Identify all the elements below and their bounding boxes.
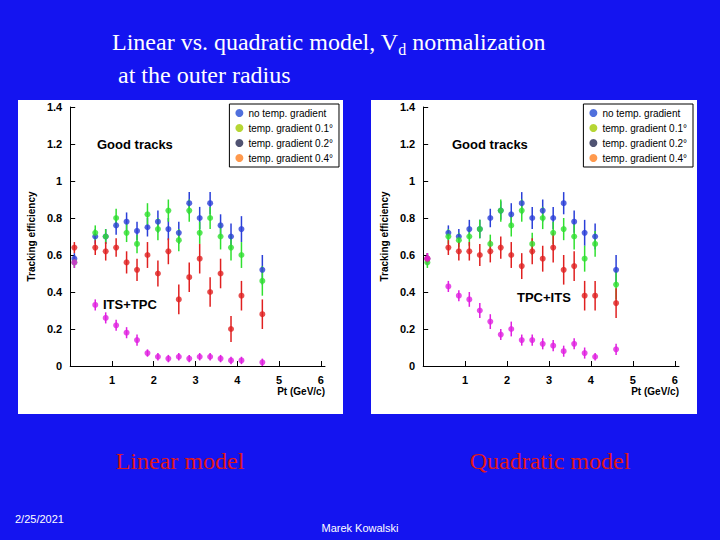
- svg-text:0: 0: [56, 360, 62, 372]
- svg-text:5: 5: [630, 374, 636, 386]
- svg-text:1.4: 1.4: [400, 101, 416, 113]
- svg-text:Tracking efficiency: Tracking efficiency: [26, 191, 37, 281]
- svg-text:0.4: 0.4: [47, 286, 63, 298]
- svg-text:3: 3: [192, 374, 198, 386]
- svg-text:temp. gradient 0.4°: temp. gradient 0.4°: [602, 153, 687, 164]
- svg-text:ITS+TPC: ITS+TPC: [103, 297, 157, 312]
- svg-text:temp. gradient 0.1°: temp. gradient 0.1°: [602, 123, 687, 134]
- svg-text:0.2: 0.2: [47, 323, 62, 335]
- html-text:Linear model: Linear model: [115, 448, 245, 474]
- svg-text:0.4: 0.4: [400, 286, 416, 298]
- svg-text:0.8: 0.8: [400, 212, 415, 224]
- svg-text:1: 1: [462, 374, 468, 386]
- svg-text:TPC+ITS: TPC+ITS: [517, 290, 571, 305]
- svg-text:0: 0: [409, 360, 415, 372]
- svg-text:Tracking efficiency: Tracking efficiency: [379, 191, 390, 281]
- svg-text:no temp. gradient: no temp. gradient: [602, 108, 680, 119]
- svg-text:temp. gradient 0.1°: temp. gradient 0.1°: [248, 123, 333, 134]
- svg-text:temp. gradient 0.2°: temp. gradient 0.2°: [248, 138, 333, 149]
- html-text:Marek Kowalski: Marek Kowalski: [321, 522, 399, 534]
- svg-text:0.8: 0.8: [47, 212, 62, 224]
- svg-text:Pt (GeV/c): Pt (GeV/c): [631, 386, 679, 397]
- svg-text:Good tracks: Good tracks: [452, 137, 528, 152]
- svg-text:5: 5: [276, 374, 282, 386]
- svg-text:3: 3: [546, 374, 552, 386]
- svg-text:2: 2: [504, 374, 510, 386]
- svg-text:1: 1: [56, 175, 62, 187]
- html-text:Linear vs. quadratic model, Vd: Linear vs. quadratic model, Vdnormalizat…: [112, 29, 546, 58]
- html-text:Quadratic model: Quadratic model: [469, 448, 631, 474]
- svg-text:temp. gradient 0.2°: temp. gradient 0.2°: [602, 138, 687, 149]
- svg-text:1.4: 1.4: [47, 101, 63, 113]
- svg-text:6: 6: [672, 374, 678, 386]
- svg-text:0.2: 0.2: [400, 323, 415, 335]
- svg-text:6: 6: [318, 374, 324, 386]
- svg-text:4: 4: [234, 374, 241, 386]
- svg-text:1: 1: [109, 374, 115, 386]
- svg-text:no temp. gradient: no temp. gradient: [248, 108, 326, 119]
- svg-text:0.6: 0.6: [400, 249, 415, 261]
- svg-text:1.2: 1.2: [400, 138, 415, 150]
- svg-text:temp. gradient 0.4°: temp. gradient 0.4°: [248, 153, 333, 164]
- html-text:at the outer radius: at the outer radius: [118, 62, 291, 88]
- svg-text:Pt (GeV/c): Pt (GeV/c): [277, 386, 325, 397]
- svg-text:1.2: 1.2: [47, 138, 62, 150]
- svg-text:2: 2: [151, 374, 157, 386]
- svg-text:0.6: 0.6: [47, 249, 62, 261]
- svg-text:1: 1: [409, 175, 415, 187]
- svg-text:Good tracks: Good tracks: [97, 137, 173, 152]
- html-text:2/25/2021: 2/25/2021: [15, 513, 64, 525]
- svg-text:4: 4: [588, 374, 595, 386]
